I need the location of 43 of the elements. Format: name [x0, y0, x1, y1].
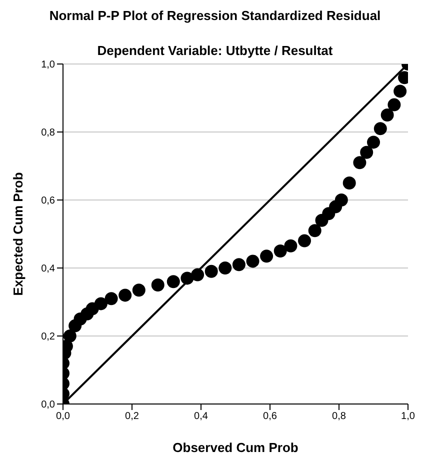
point — [63, 330, 76, 342]
point — [180, 272, 194, 285]
y-tick-label: 0,6 — [41, 196, 56, 207]
x-tick-label: 0,6 — [263, 411, 278, 422]
x-tick-label: 1,0 — [401, 411, 416, 422]
chart-subtitle: Dependent Variable: Utbytte / Resultat — [96, 43, 334, 58]
point — [118, 288, 132, 302]
y-tick-label: 0,2 — [41, 332, 56, 343]
point — [334, 194, 348, 206]
point — [360, 146, 374, 159]
x-tick-label: 0,4 — [194, 411, 208, 422]
y-tick-label: 1,0 — [41, 60, 56, 71]
point — [374, 122, 387, 136]
point — [132, 284, 146, 297]
y-tick-label: 0,8 — [41, 128, 56, 139]
point — [388, 98, 401, 112]
x-tick-label: 0,8 — [332, 411, 346, 422]
point — [218, 262, 232, 274]
y-tick-label: 0,4 — [41, 264, 56, 275]
x-tick-label: 0,2 — [125, 411, 140, 422]
point — [260, 250, 274, 263]
point — [232, 258, 246, 272]
point — [380, 108, 394, 122]
point — [166, 275, 180, 288]
point — [394, 84, 407, 98]
point — [353, 156, 366, 170]
chart-title: Normal P-P Plot of Regression Standardized Residual — [48, 8, 382, 23]
y-tick-label: 0,0 — [41, 400, 56, 411]
point — [204, 264, 218, 278]
point — [246, 254, 260, 268]
x-tick-label: 0,0 — [56, 411, 70, 422]
point — [274, 244, 287, 258]
point — [367, 136, 380, 149]
point — [191, 268, 204, 282]
point — [308, 224, 322, 238]
x-axis-title: Observed Cum Prob — [172, 440, 298, 455]
y-axis-title: Expected Cum Prob — [10, 172, 26, 296]
point — [298, 234, 311, 248]
point — [342, 176, 356, 190]
point — [94, 297, 108, 310]
point — [284, 239, 298, 252]
point — [151, 278, 164, 292]
point — [104, 292, 118, 306]
